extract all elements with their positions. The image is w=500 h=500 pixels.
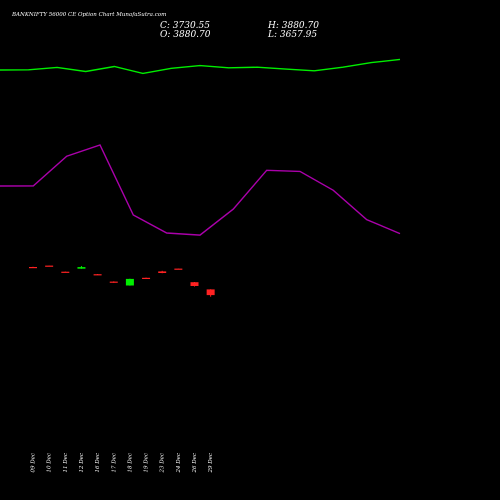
close-value: C: 3730.55 <box>160 21 210 31</box>
x-tick-label: 23 Dec <box>160 453 166 474</box>
candle <box>93 274 102 276</box>
candle-body <box>158 271 167 273</box>
candle-body <box>206 289 215 296</box>
candles <box>29 265 215 297</box>
candle-body <box>29 267 37 269</box>
x-tick-label: 11 Dec <box>63 453 69 473</box>
candle <box>125 278 134 286</box>
chart-title: BANKNIFTY 56000 CE Option Chart MunafaSu… <box>12 12 167 18</box>
candle-body <box>77 267 86 269</box>
candle-body <box>174 268 183 270</box>
candle <box>29 266 37 269</box>
indicator-line-1 <box>0 58 401 75</box>
candle <box>45 265 54 267</box>
candle <box>61 271 70 273</box>
candle-body <box>93 274 102 276</box>
candle <box>158 270 167 274</box>
candle-body <box>61 271 70 273</box>
candle-body <box>190 282 199 286</box>
x-tick-label: 29 Dec <box>208 453 214 474</box>
high-value: H: 3880.70 <box>268 21 319 31</box>
candle <box>190 282 199 287</box>
candle-body <box>142 277 151 279</box>
x-tick-label: 18 Dec <box>127 453 133 473</box>
x-tick-label: 26 Dec <box>192 453 198 474</box>
candle <box>77 266 86 269</box>
indicator-line-2 <box>0 144 401 236</box>
x-tick-label: 16 Dec <box>95 453 101 473</box>
x-tick-label: 17 Dec <box>111 453 117 473</box>
candle-body <box>125 278 134 286</box>
x-tick-label: 10 Dec <box>47 453 53 473</box>
candle <box>174 268 183 270</box>
open-value: O: 3880.70 <box>160 30 211 40</box>
candle-body <box>45 265 54 267</box>
candle <box>206 289 215 297</box>
indicator-lines <box>0 58 401 236</box>
candle <box>142 277 151 279</box>
x-tick-label: 19 Dec <box>144 453 150 473</box>
low-value: L: 3657.95 <box>268 30 318 40</box>
x-axis-labels: 09 Dec 10 Dec 11 Dec 12 Dec 16 Dec 17 Dec 18 D… <box>31 453 215 474</box>
candle <box>109 281 118 283</box>
x-tick-label: 09 Dec <box>31 453 37 473</box>
x-tick-label: 24 Dec <box>176 453 182 474</box>
x-tick-label: 12 Dec <box>79 453 85 473</box>
candle-body <box>109 281 118 283</box>
